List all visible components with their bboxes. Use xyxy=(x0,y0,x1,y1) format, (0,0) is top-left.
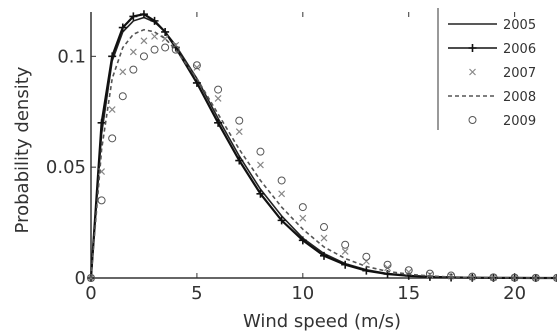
data-point xyxy=(404,271,413,280)
data-point xyxy=(161,27,170,36)
data-point xyxy=(129,65,138,74)
series-2007 xyxy=(87,32,557,282)
data-point xyxy=(192,61,201,70)
legend-entry-2007: 2007 xyxy=(469,66,536,81)
data-point xyxy=(320,251,328,260)
data-point xyxy=(118,23,127,32)
x-tick-label: 0 xyxy=(85,283,96,304)
data-point xyxy=(235,128,243,136)
data-point xyxy=(108,106,116,113)
data-point xyxy=(108,134,117,143)
series-line-2008 xyxy=(90,28,557,279)
data-point xyxy=(298,203,307,212)
data-point xyxy=(161,43,170,52)
data-point xyxy=(425,269,434,278)
data-point xyxy=(341,240,350,249)
series-2008 xyxy=(90,28,557,279)
data-point xyxy=(118,92,127,101)
data-point xyxy=(97,118,106,127)
data-point xyxy=(129,12,138,21)
y-tick-label: 0.05 xyxy=(46,157,86,178)
legend-entry-2009: 2009 xyxy=(468,114,536,129)
data-point xyxy=(140,37,148,45)
data-point xyxy=(119,68,127,76)
legend-label: 2006 xyxy=(503,42,536,57)
data-point xyxy=(362,266,371,275)
data-point xyxy=(553,273,557,282)
data-point xyxy=(341,260,350,269)
data-point xyxy=(468,272,477,281)
data-point xyxy=(97,196,106,205)
x-tick-label: 10 xyxy=(291,283,314,304)
data-point xyxy=(553,274,557,282)
data-point xyxy=(256,189,265,198)
data-point xyxy=(235,116,244,125)
data-point xyxy=(320,234,328,242)
data-point xyxy=(362,252,371,261)
data-point xyxy=(139,10,148,19)
x-tick-label: 15 xyxy=(397,283,420,304)
data-point xyxy=(214,85,223,94)
axes: 0 5 10 15 20 0 0.05 0.1 xyxy=(46,12,557,304)
data-point xyxy=(320,223,328,232)
data-point xyxy=(404,266,413,275)
legend-marker xyxy=(468,44,477,52)
x-axis-label: Wind speed (m/s) xyxy=(243,311,401,331)
x-tick-label: 20 xyxy=(503,283,526,304)
legend-entry-2005: 2005 xyxy=(448,18,536,33)
legend-entry-2008: 2008 xyxy=(448,90,536,105)
data-point xyxy=(447,271,456,280)
data-point xyxy=(151,32,158,40)
data-point xyxy=(108,52,117,61)
y-tick-label: 0.1 xyxy=(57,46,86,67)
data-point xyxy=(341,247,349,255)
series-2009 xyxy=(87,43,557,282)
legend-entry-2006: 2006 xyxy=(448,42,536,57)
data-point xyxy=(171,45,180,54)
data-point xyxy=(278,190,286,198)
data-point xyxy=(192,78,201,87)
data-point xyxy=(193,63,201,71)
data-point xyxy=(531,273,540,282)
data-point xyxy=(129,48,137,56)
data-point xyxy=(235,156,244,165)
data-point xyxy=(277,216,286,225)
legend-label: 2009 xyxy=(503,114,536,129)
legend-marker xyxy=(468,116,477,124)
legend-marker xyxy=(469,68,476,76)
data-point xyxy=(383,260,392,269)
y-tick-label: 0 xyxy=(75,268,86,289)
y-axis-label: Probability density xyxy=(12,66,33,233)
data-point xyxy=(150,45,159,54)
data-point xyxy=(214,95,222,102)
data-point xyxy=(256,147,265,156)
x-tick-label: 5 xyxy=(191,283,202,304)
data-point xyxy=(298,236,307,245)
series-layer xyxy=(87,10,557,282)
legend: 2005 2006 2007 2008 2009 xyxy=(437,8,536,130)
data-point xyxy=(257,161,264,169)
data-point xyxy=(489,273,498,282)
legend-label: 2008 xyxy=(503,90,536,105)
data-point xyxy=(150,16,159,25)
data-point xyxy=(277,176,286,185)
legend-label: 2005 xyxy=(503,18,536,33)
data-point xyxy=(510,273,519,282)
data-point xyxy=(87,274,95,282)
data-point xyxy=(299,214,307,222)
data-point xyxy=(214,118,223,127)
legend-label: 2007 xyxy=(503,66,536,81)
data-point xyxy=(139,52,148,61)
